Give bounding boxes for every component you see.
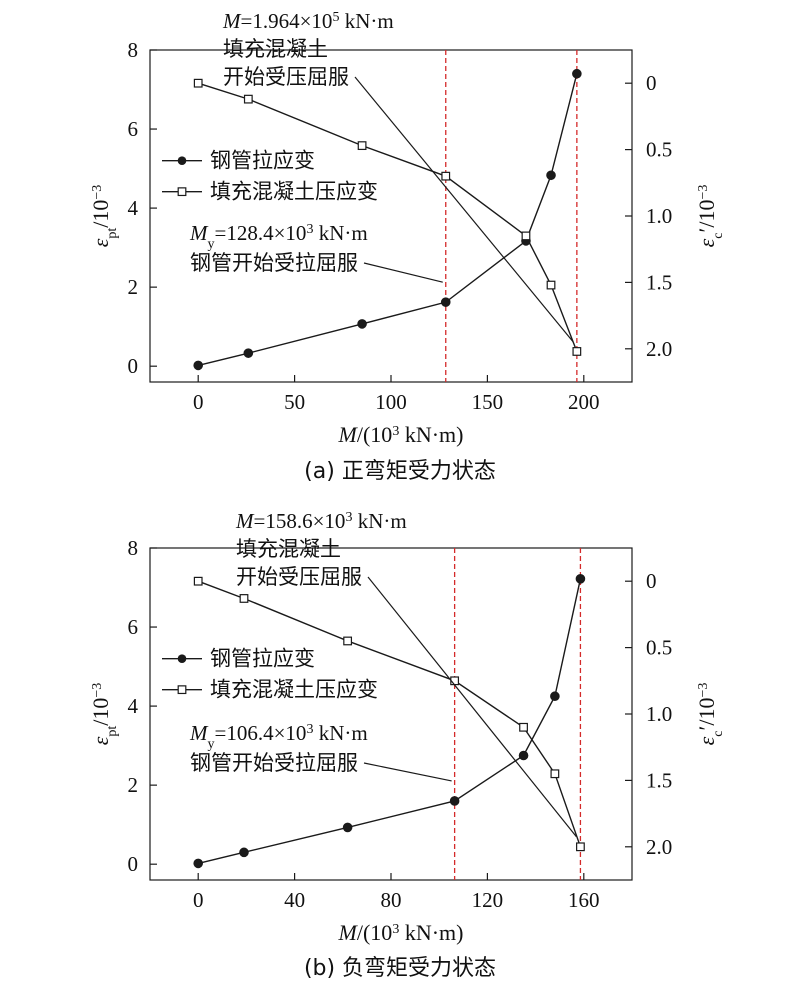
series-line-concrete-compression (197, 580, 582, 848)
concrete-strain-point (546, 280, 556, 290)
x-tick-label: 0 (193, 390, 204, 414)
steel-strain-point (440, 297, 451, 307)
y-left-tick-label: 8 (128, 38, 139, 62)
annotation-leader-line (363, 762, 452, 782)
x-tick-label: 150 (472, 390, 504, 414)
legend-label: 钢管拉应变 (210, 647, 315, 671)
steel-strain-point (243, 348, 254, 358)
steel-strain-point (518, 750, 529, 761)
steel-strain-point (193, 858, 203, 869)
annotation-text: 填充混凝土 (223, 37, 328, 61)
chart-caption: (a) 正弯矩受力状态 (304, 459, 496, 484)
chart-caption: (b) 负弯矩受力状态 (304, 956, 496, 981)
y-right-tick-label: 1.5 (646, 270, 672, 294)
concrete-strain-point (343, 636, 353, 646)
annotation-text: 开始受压屈服 (236, 565, 362, 589)
concrete-strain-point (572, 347, 582, 356)
annotation-text: My=106.4×103 kN·m (189, 721, 368, 752)
annotation-text: 开始受压屈服 (223, 65, 349, 89)
concrete-strain-point (519, 722, 528, 732)
y-left-tick-label: 2 (128, 275, 139, 299)
x-tick-label: 0 (193, 888, 204, 912)
legend-marker-circle (177, 654, 187, 663)
plot-frame (149, 49, 633, 383)
concrete-strain-point (576, 842, 585, 852)
y-left-tick-label: 0 (128, 354, 139, 378)
plot-frame (149, 547, 633, 881)
y-left-tick-label: 4 (128, 196, 139, 220)
concrete-strain-point (550, 769, 560, 779)
y-right-axis-title: εc′/10−3 (694, 185, 726, 248)
steel-strain-point (357, 319, 367, 329)
y-right-tick-label: 1.5 (646, 768, 672, 792)
concrete-strain-point (243, 94, 253, 104)
concrete-strain-point (193, 78, 203, 88)
y-left-tick-label: 6 (128, 117, 139, 141)
annotation-text: M=158.6×103 kN·m (235, 509, 407, 533)
y-right-tick-label: 0.5 (646, 138, 672, 162)
annotation-text: M=1.964×105 kN·m (222, 9, 394, 33)
y-left-tick-label: 6 (128, 615, 139, 639)
y-right-tick-label: 2.0 (646, 337, 672, 361)
y-right-tick-label: 0 (646, 569, 657, 593)
x-axis-title: M/(103 kN·m) (338, 422, 464, 447)
x-tick-label: 50 (284, 390, 305, 414)
y-left-tick-label: 2 (128, 773, 139, 797)
x-tick-label: 80 (381, 888, 402, 912)
steel-strain-point (449, 796, 460, 806)
annotation-leader-line (354, 76, 574, 342)
y-left-tick-label: 0 (128, 852, 139, 876)
y-left-axis-title: εpt/10−3 (88, 185, 120, 248)
concrete-strain-point (357, 141, 367, 151)
y-right-tick-label: 1.0 (646, 204, 672, 228)
legend-marker-square (177, 685, 187, 695)
series-line-concrete-compression (197, 82, 578, 352)
steel-strain-point (342, 822, 353, 833)
x-tick-label: 200 (568, 390, 600, 414)
concrete-strain-point (239, 594, 249, 603)
annotation-text: My=128.4×103 kN·m (189, 221, 368, 252)
x-tick-label: 40 (284, 888, 305, 912)
annotation-leader-line (363, 262, 443, 283)
y-right-tick-label: 0 (646, 71, 657, 95)
annotation-text: 填充混凝土 (236, 537, 341, 561)
y-right-tick-label: 0.5 (646, 636, 672, 660)
steel-strain-point (550, 691, 560, 702)
legend-label: 填充混凝土压应变 (210, 180, 378, 204)
x-axis-title: M/(103 kN·m) (338, 920, 464, 945)
y-right-tick-label: 1.0 (646, 702, 672, 726)
annotation-leader-line (367, 576, 577, 838)
chart-a-positive-moment: 0 50 100 150 200 0 2 4 6 8 0 0.5 1.0 1.5 2.0 M/(103 kN·… (88, 9, 726, 484)
series-line-steel-tension (198, 73, 578, 367)
x-tick-label: 160 (568, 888, 600, 912)
x-tick-label: 120 (472, 888, 504, 912)
legend-marker-square (177, 187, 187, 197)
legend-label: 钢管拉应变 (210, 149, 315, 173)
legend-marker-circle (177, 156, 187, 165)
legend-label: 填充混凝土压应变 (210, 678, 378, 702)
y-left-axis-title: εpt/10−3 (88, 683, 120, 746)
concrete-strain-point (441, 171, 451, 181)
steel-strain-point (193, 360, 203, 371)
steel-strain-point (239, 847, 249, 858)
concrete-strain-point (521, 231, 531, 241)
concrete-strain-point (193, 576, 203, 586)
y-right-tick-label: 2.0 (646, 835, 672, 859)
y-left-tick-label: 8 (128, 536, 139, 560)
annotation-text: 钢管开始受拉屈服 (190, 251, 358, 275)
steel-strain-point (572, 68, 582, 79)
x-tick-label: 100 (375, 390, 407, 414)
steel-strain-point (575, 574, 586, 584)
steel-strain-point (546, 170, 556, 181)
y-right-axis-title: εc′/10−3 (694, 683, 726, 746)
y-left-tick-label: 4 (128, 694, 139, 718)
annotation-text: 钢管开始受拉屈服 (190, 751, 358, 775)
